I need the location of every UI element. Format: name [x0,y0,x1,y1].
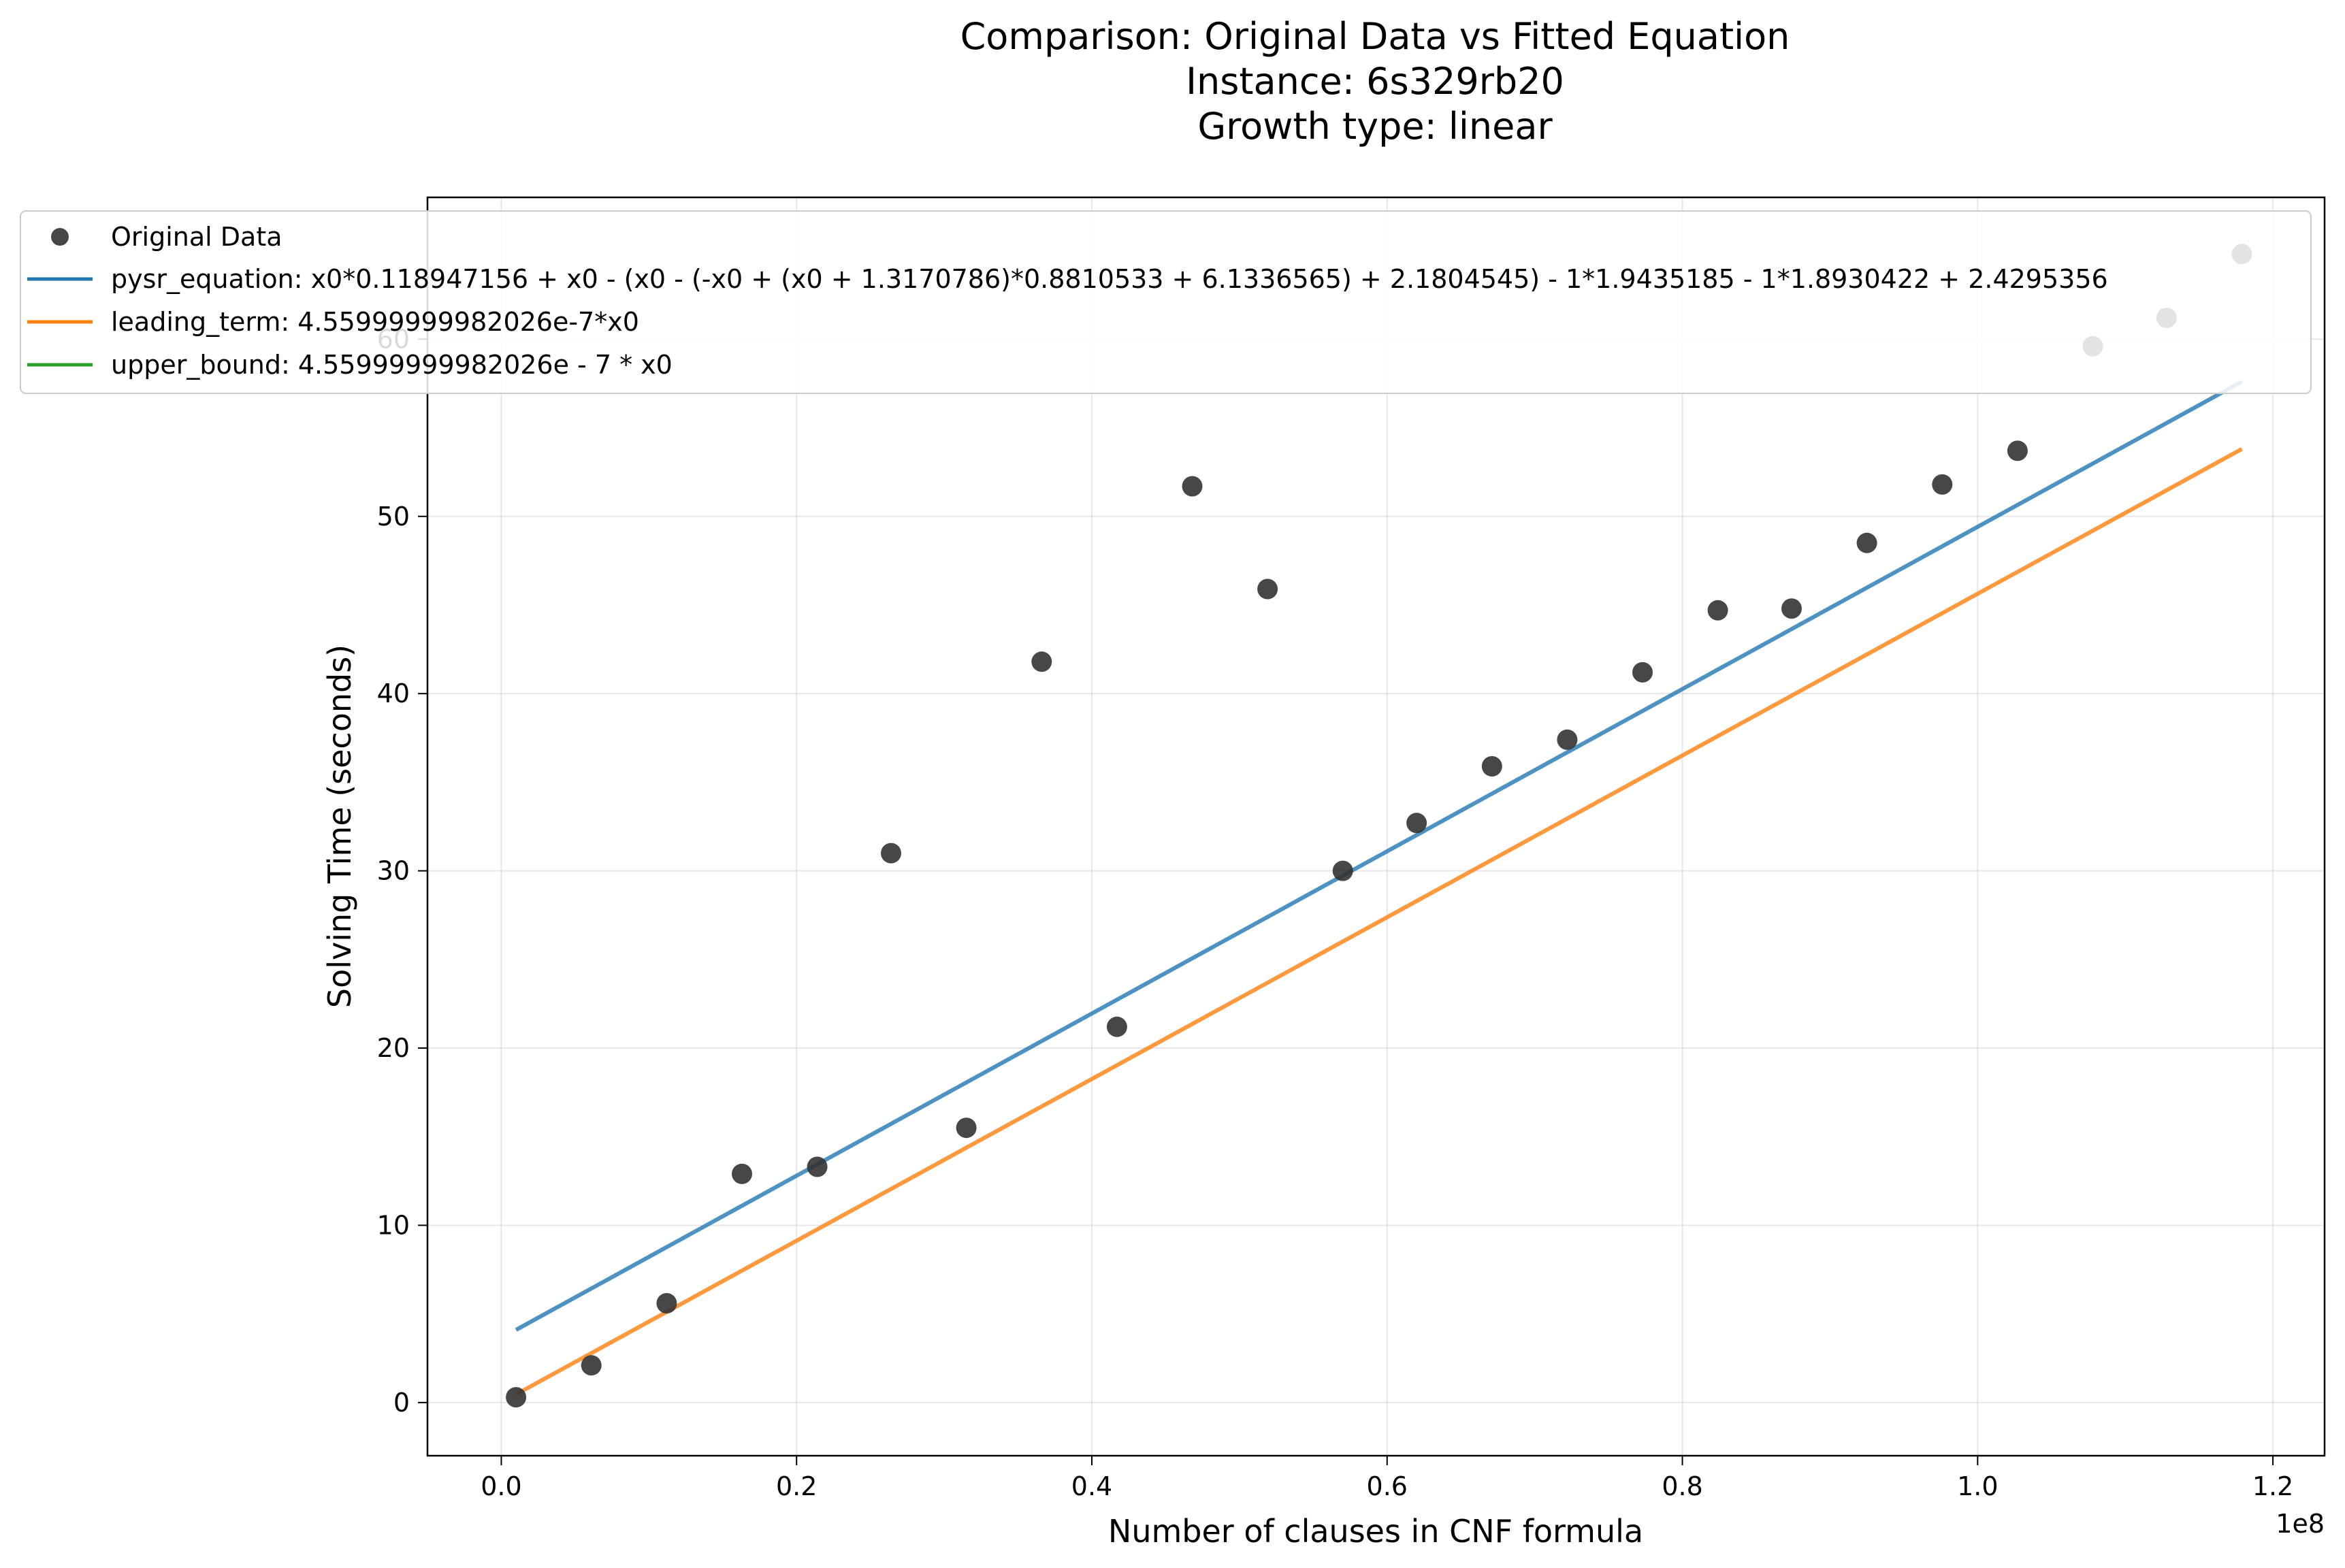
data-point [581,1355,602,1376]
data-point [1031,651,1052,672]
data-point [2007,440,2028,461]
x-tick-label: 0.4 [1071,1471,1112,1501]
x-tick-label: 0.8 [1662,1471,1702,1501]
x-tick-label: 1.2 [2252,1471,2293,1501]
x-tick-label: 0.2 [776,1471,817,1501]
chart-title: Comparison: Original Data vs Fitted Equa… [960,15,1790,148]
series-line-1 [515,447,2243,1396]
legend-label-pysr-equation: pysr_equation: x0*0.118947156 + x0 - (x0… [111,264,2108,294]
y-tick-label: 30 [377,856,410,886]
data-point [1781,598,1802,619]
x-tick-label: 0.0 [481,1471,521,1501]
data-point [1106,1016,1127,1037]
data-point [1481,756,1502,777]
chart-title-line-2: Instance: 6s329rb20 [1186,60,1564,103]
legend: Original Data pysr_equation: x0*0.118947… [20,210,2312,394]
y-tick-label: 0 [393,1388,410,1418]
legend-label-leading-term: leading_term: 4.55999999982026e-7*x0 [111,307,639,337]
y-tick-label: 50 [377,502,410,532]
data-point [1856,532,1877,553]
grid [427,197,2325,1456]
x-axis-offset-label: 1e8 [2276,1509,2325,1539]
data-point [1332,860,1353,881]
legend-label-original-data: Original Data [111,222,282,252]
y-axis-label: Solving Time (seconds) [321,644,358,1008]
data-point [1257,578,1278,600]
x-tick-label: 1.0 [1957,1471,1998,1501]
data-point [956,1117,977,1139]
plot-frame [426,196,2326,1457]
x-tick-label: 0.6 [1367,1471,1408,1501]
series-line-0 [515,380,2243,1332]
data-point [881,843,901,864]
legend-box [20,210,2312,394]
legend-marker-original-data [51,228,69,246]
y-tick-label: 10 [377,1210,410,1240]
data-point [506,1387,527,1408]
chart-title-line-1: Comparison: Original Data vs Fitted Equa… [960,15,1790,58]
data-point [1406,813,1427,834]
data-point [1557,729,1578,750]
data-point [732,1163,752,1184]
data-point [1182,476,1203,497]
scatter-points [506,244,2252,1408]
x-axis-label: Number of clauses in CNF formula [1108,1513,1643,1550]
data-point [807,1156,828,1177]
legend-label-upper-bound: upper_bound: 4.55999999982026e - 7 * x0 [111,350,673,380]
y-tick-label: 40 [377,679,410,708]
y-tick-label: 20 [377,1033,410,1063]
data-point [1707,600,1728,621]
data-point [656,1293,677,1313]
series-lines [515,380,2243,1396]
data-point [1632,662,1653,683]
chart-title-line-3: Growth type: linear [1197,105,1553,148]
data-point [1932,474,1953,495]
